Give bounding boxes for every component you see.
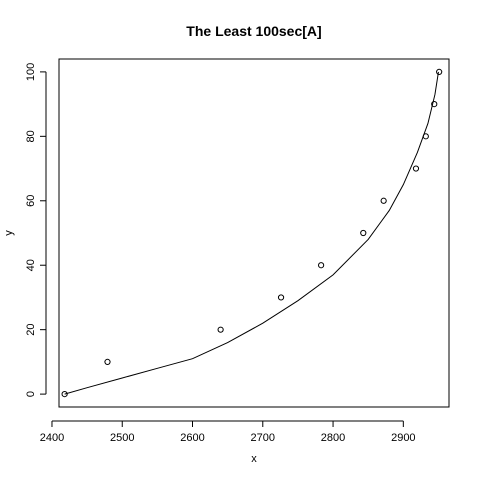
data-point bbox=[380, 197, 387, 204]
y-tick-label: 100 bbox=[25, 63, 37, 81]
data-point bbox=[412, 165, 420, 172]
fit-curve bbox=[64, 71, 439, 395]
data-point bbox=[217, 326, 224, 333]
y-tick-label: 60 bbox=[25, 195, 37, 207]
x-tick-label: 2700 bbox=[251, 432, 275, 444]
data-point bbox=[318, 262, 325, 269]
y-tick-label: 40 bbox=[25, 259, 37, 271]
data-point bbox=[436, 68, 443, 75]
data-point bbox=[360, 229, 367, 237]
y-axis-label: y bbox=[3, 230, 15, 236]
x-tick-label: 2500 bbox=[110, 432, 134, 444]
y-tick-label: 0 bbox=[25, 391, 37, 397]
data-point bbox=[61, 391, 68, 398]
x-tick-label: 2900 bbox=[391, 432, 415, 444]
data-point bbox=[431, 101, 438, 108]
plot-frame bbox=[58, 58, 450, 408]
x-tick-label: 2800 bbox=[321, 432, 345, 444]
y-tick-label: 80 bbox=[25, 130, 37, 142]
y-tick-label: 20 bbox=[25, 324, 37, 336]
data-point bbox=[277, 294, 285, 301]
series-layer bbox=[61, 68, 443, 398]
y-axis: 0 20 40 60 80 100 bbox=[25, 63, 47, 397]
x-axis: 2400 2500 2600 2700 2800 2900 bbox=[40, 420, 416, 444]
data-point bbox=[104, 358, 111, 365]
x-tick-label: 2600 bbox=[180, 432, 204, 444]
x-axis-label: x bbox=[251, 453, 257, 465]
chart-title: The Least 100sec[A] bbox=[186, 23, 321, 39]
x-tick-label: 2400 bbox=[40, 432, 64, 444]
